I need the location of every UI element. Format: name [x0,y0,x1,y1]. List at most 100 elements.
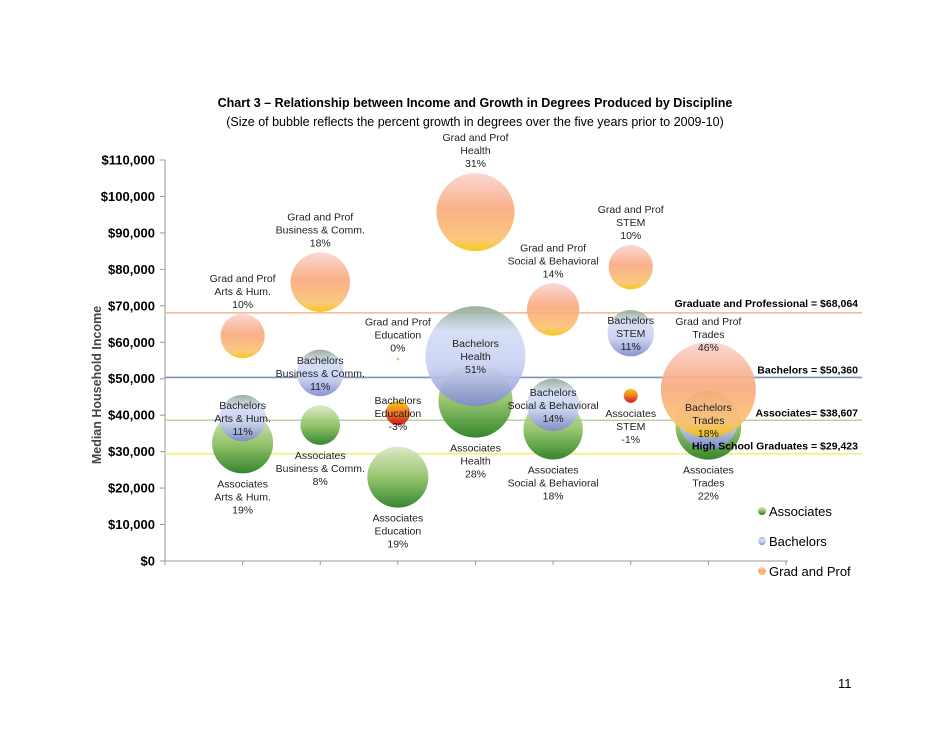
bubble-grad-and-prof[interactable] [220,313,265,359]
bubble-label: -1% [621,434,640,446]
bubble-label: Associates [217,478,268,490]
y-tick-label: $0 [141,554,155,569]
bubble-bachelors[interactable] [297,349,344,397]
bubble-grad-and-prof[interactable] [526,283,580,336]
y-tick-label: $40,000 [108,408,155,423]
bubble-label: Grad and Prof [365,317,431,329]
y-tick-label: $60,000 [108,335,155,350]
bubble-label: Education [375,330,422,342]
y-tick-label: $10,000 [108,517,155,532]
bubble-associates[interactable] [300,405,341,445]
bubble-label: 19% [387,539,408,551]
bubble-label: Arts & Hum. [214,286,271,298]
bubble-label: 11% [310,381,330,393]
legend-marker [758,567,766,575]
bubble-label: Grad and Prof [210,273,276,285]
bubble-label: 10% [620,230,641,242]
bubble-label: 18% [698,428,719,440]
bubble-label: Grad and Prof [675,316,741,328]
bubble-label: Health [460,456,491,468]
bubble-label: Associates [295,450,346,462]
bubble-label: Social & Behavioral [508,477,599,489]
y-tick-label: $50,000 [108,371,155,386]
bubble-grad-and-prof[interactable] [396,357,400,361]
bubble-label: Social & Behavioral [508,400,599,412]
bubble-label: 19% [232,504,253,516]
bubble-label: Education [375,408,422,420]
bubble-label: Business & Comm. [276,463,365,475]
bubble-label: STEM [616,328,645,340]
bubble-label: Bachelors [685,402,732,414]
legend-label: Associates [769,504,832,519]
legend-label: Grad and Prof [769,564,851,579]
bubble-label: Bachelors [219,400,266,412]
bubble-label: Grad and Prof [287,211,353,223]
bubble-label: STEM [616,421,645,433]
bubble-label: 0% [390,343,405,355]
legend-label: Bachelors [769,534,827,549]
bubble-label: Associates [528,464,579,476]
bubble-label: 11% [621,341,641,353]
bubble-label: Business & Comm. [276,224,365,236]
bubble-label: Associates [605,408,656,420]
bubble-label: Arts & Hum. [214,413,271,425]
chart-title: Chart 3 – Relationship between Income an… [217,96,733,110]
bubble-label: Trades [692,329,724,341]
chart-subtitle: (Size of bubble reflects the percent gro… [226,115,724,129]
y-axis-title: Median Household Income [90,306,104,464]
bubble-label: 18% [543,490,564,502]
bubble-label: 18% [310,237,331,249]
bubble-label: 31% [465,158,486,170]
bubble-associates[interactable] [367,446,429,508]
reference-line-label: Bachelors = $50,360 [757,364,858,376]
bubble-grad-and-prof[interactable] [290,252,350,312]
bubble-label: 46% [698,342,719,354]
bubble-label: Business & Comm. [276,368,365,380]
bubble-label: 51% [465,364,486,376]
y-tick-label: $30,000 [108,444,155,459]
y-tick-label: $70,000 [108,298,155,313]
bubble-grad-and-prof[interactable] [436,173,515,252]
bubble-bachelors[interactable] [219,394,266,442]
bubble-grad-and-prof[interactable] [608,245,653,290]
bubble-label: Grad and Prof [520,242,586,254]
bubble-label: Trades [692,478,724,490]
bubble-label: Associates [683,465,734,477]
bubble-associates[interactable] [623,388,638,403]
bubble-label: Bachelors [375,395,422,407]
reference-line-label: Associates= $38,607 [756,407,859,419]
bubble-bachelors[interactable] [526,378,580,432]
bubble-label: Arts & Hum. [214,491,271,503]
bubble-label: Health [460,351,491,363]
bubble-bachelors[interactable] [607,309,654,357]
y-tick-label: $20,000 [108,481,155,496]
bubble-grad-and-prof[interactable] [660,342,756,438]
page-number: 11 [838,676,852,691]
bubble-label: Social & Behavioral [508,255,599,267]
bubble-label: STEM [616,217,645,229]
bubble-label: Grad and Prof [598,204,664,216]
bubble-label: 11% [233,426,253,438]
bubble-label: Education [375,526,422,538]
bubble-label: 10% [232,299,253,311]
bubble-label: Bachelors [297,355,344,367]
bubble-label: Bachelors [607,315,654,327]
bubble-label: Health [460,145,491,157]
bubble-bachelors[interactable] [425,306,526,407]
bubble-label: Bachelors [530,387,577,399]
bubble-label: Grad and Prof [443,132,509,144]
y-tick-label: $80,000 [108,262,155,277]
bubble-label: Associates [450,443,501,455]
bubble-label: 14% [543,413,564,425]
bubble-label: 8% [313,476,328,488]
bubble-label: Associates [372,513,423,525]
bubble-label: -3% [389,421,408,433]
bubble-label: 14% [543,268,564,280]
legend-marker [758,507,766,515]
bubble-label: 22% [698,491,719,503]
bubble-bachelors[interactable] [385,400,411,426]
bubble-label: Bachelors [452,338,499,350]
legend-marker [758,537,766,545]
reference-line-label: Graduate and Professional = $68,064 [674,298,858,310]
